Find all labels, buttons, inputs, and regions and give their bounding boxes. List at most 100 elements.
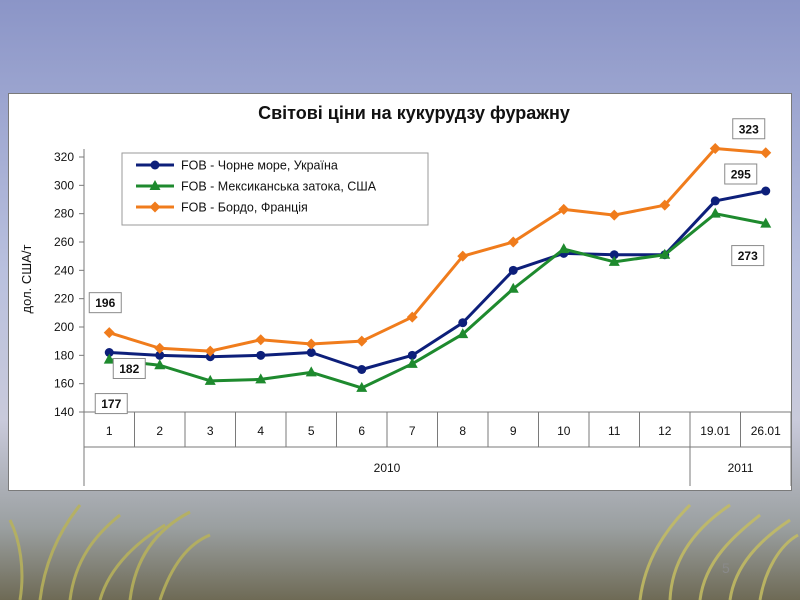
y-tick-label: 140 bbox=[54, 405, 74, 419]
line-chart: Світові ціни на кукурудзу фуражну дол. С… bbox=[19, 103, 791, 486]
data-point bbox=[154, 342, 166, 354]
data-point bbox=[305, 338, 317, 350]
data-point bbox=[356, 335, 368, 347]
data-point bbox=[256, 350, 266, 360]
chart-title: Світові ціни на кукурудзу фуражну bbox=[258, 103, 570, 123]
data-label: 177 bbox=[94, 393, 128, 415]
legend-label: FOB - Бордо, Франція bbox=[181, 201, 308, 215]
data-label: 196 bbox=[88, 292, 122, 314]
y-tick-label: 280 bbox=[54, 207, 74, 221]
data-label-text: 295 bbox=[731, 168, 751, 182]
x-tick-label: 11 bbox=[608, 424, 621, 438]
data-point bbox=[761, 186, 771, 196]
y-axis-label: дол. США/т bbox=[19, 245, 34, 314]
data-label-text: 177 bbox=[101, 397, 121, 411]
data-point bbox=[356, 381, 368, 392]
x-tick-label: 19.01 bbox=[700, 424, 730, 438]
x-tick-label: 5 bbox=[308, 424, 315, 438]
y-tick-label: 220 bbox=[54, 292, 74, 306]
x-tick-label: 6 bbox=[358, 424, 365, 438]
data-label-box bbox=[94, 393, 128, 415]
data-point bbox=[407, 350, 417, 360]
legend-entry: FOB - Чорне море, Україна bbox=[136, 159, 338, 173]
legend-marker bbox=[149, 201, 161, 213]
data-point bbox=[406, 311, 418, 323]
data-point bbox=[507, 282, 519, 293]
data-point bbox=[760, 217, 772, 228]
data-point bbox=[255, 373, 267, 384]
grass-left-decoration bbox=[8, 504, 211, 600]
data-label-text: 196 bbox=[95, 296, 115, 310]
x-group-label: 2010 bbox=[374, 461, 401, 475]
data-point bbox=[609, 250, 619, 260]
y-tick-label: 200 bbox=[54, 320, 74, 334]
data-point bbox=[709, 143, 721, 154]
data-point bbox=[306, 348, 316, 357]
series-3 bbox=[103, 143, 772, 357]
data-label: 323 bbox=[732, 118, 766, 140]
data-point bbox=[760, 147, 772, 159]
y-tick-label: 160 bbox=[54, 377, 74, 391]
data-point bbox=[608, 209, 620, 221]
x-tick-label: 2 bbox=[156, 424, 163, 438]
y-tick-label: 260 bbox=[54, 235, 74, 249]
data-label-text: 273 bbox=[738, 249, 758, 263]
legend-entry: FOB - Бордо, Франція bbox=[136, 201, 308, 215]
data-point bbox=[710, 196, 720, 206]
data-label: 182 bbox=[112, 358, 146, 379]
data-point bbox=[154, 359, 166, 370]
data-point bbox=[255, 334, 267, 346]
x-tick-label: 10 bbox=[557, 424, 571, 438]
data-point bbox=[103, 327, 115, 339]
x-group-label: 2011 bbox=[728, 461, 754, 475]
data-point bbox=[709, 207, 721, 218]
x-tick-label: 1 bbox=[106, 424, 113, 438]
data-point bbox=[659, 248, 671, 259]
data-label-box bbox=[731, 245, 765, 267]
y-tick-label: 320 bbox=[54, 150, 74, 164]
x-tick-label: 26.01 bbox=[751, 424, 781, 438]
x-tick-label: 8 bbox=[459, 424, 466, 438]
data-point bbox=[457, 328, 469, 339]
data-point bbox=[406, 357, 418, 368]
data-label: 295 bbox=[724, 163, 758, 185]
data-point bbox=[155, 350, 165, 360]
data-point bbox=[558, 203, 570, 215]
series-line bbox=[108, 147, 766, 353]
data-point bbox=[205, 352, 215, 362]
data-point bbox=[204, 345, 216, 357]
x-tick-label: 12 bbox=[658, 424, 672, 438]
x-tick-label: 4 bbox=[257, 424, 264, 438]
slide-number: 5 bbox=[722, 560, 730, 576]
data-point bbox=[608, 255, 620, 266]
x-tick-label: 7 bbox=[409, 424, 416, 438]
data-point bbox=[104, 348, 114, 357]
data-label-text: 323 bbox=[739, 122, 759, 136]
x-tick-label: 9 bbox=[510, 424, 517, 438]
legend-label: FOB - Мексиканська затока, США bbox=[181, 180, 377, 194]
legend-label: FOB - Чорне море, Україна bbox=[181, 159, 338, 173]
legend-entry: FOB - Мексиканська затока, США bbox=[136, 180, 377, 194]
data-point bbox=[305, 366, 317, 377]
legend-marker bbox=[149, 180, 161, 190]
data-point bbox=[659, 199, 671, 211]
y-tick-label: 300 bbox=[54, 178, 74, 192]
y-tick-label: 240 bbox=[54, 263, 74, 277]
legend-marker bbox=[150, 160, 160, 170]
data-label-box bbox=[112, 358, 146, 379]
data-label-box bbox=[88, 292, 122, 314]
data-label-text: 182 bbox=[119, 362, 139, 376]
data-label: 273 bbox=[731, 245, 765, 267]
data-point bbox=[558, 243, 570, 254]
data-point bbox=[507, 236, 519, 248]
data-point bbox=[204, 374, 216, 385]
grass-right-decoration bbox=[638, 503, 799, 600]
data-point bbox=[508, 265, 518, 275]
data-point bbox=[457, 250, 469, 262]
data-label-box bbox=[724, 163, 758, 185]
data-point bbox=[103, 353, 115, 364]
chart-frame: Світові ціни на кукурудзу фуражну дол. С… bbox=[8, 93, 792, 491]
legend: FOB - Чорне море, Україна FOB - Мексиканс… bbox=[121, 152, 429, 226]
series-line bbox=[109, 212, 767, 390]
